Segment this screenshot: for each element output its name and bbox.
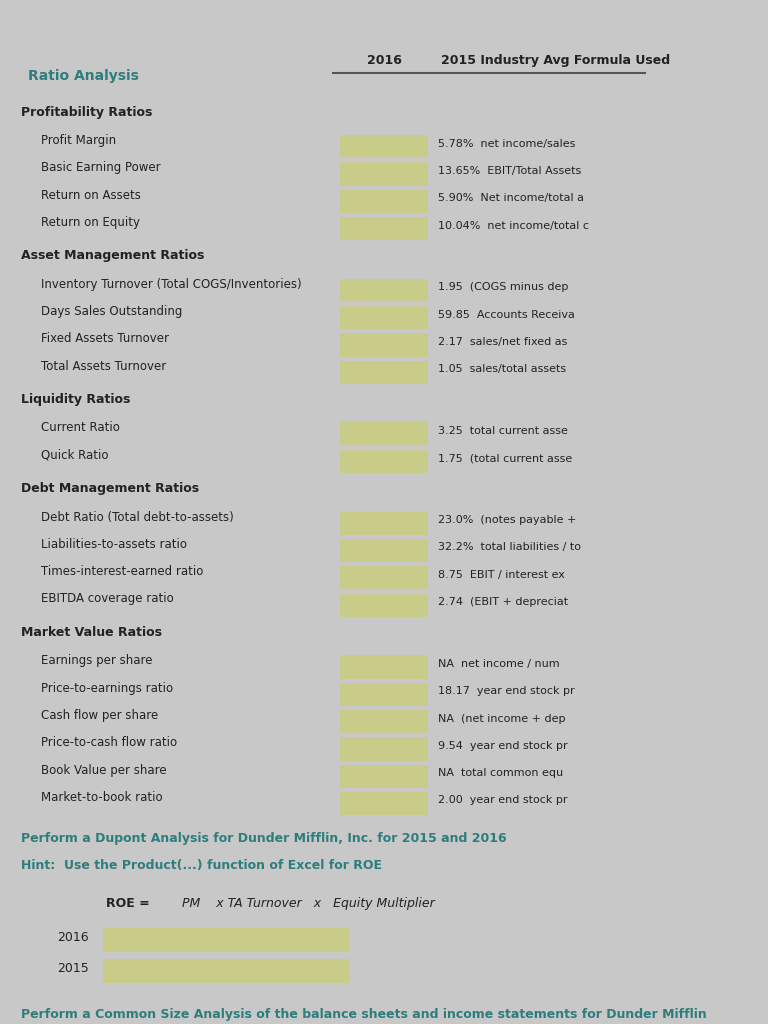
Text: 1.05  sales/total assets: 1.05 sales/total assets: [439, 365, 566, 375]
Text: 2.74  (EBIT + depreciat: 2.74 (EBIT + depreciat: [439, 597, 568, 607]
Text: 1.95  (COGS minus dep: 1.95 (COGS minus dep: [439, 283, 568, 292]
Text: Ratio Analysis: Ratio Analysis: [28, 70, 138, 83]
Text: 2.00  year end stock pr: 2.00 year end stock pr: [439, 796, 568, 806]
Text: Book Value per share: Book Value per share: [41, 764, 167, 776]
FancyBboxPatch shape: [339, 217, 429, 241]
Text: PM    x TA Turnover   x   Equity Multiplier: PM x TA Turnover x Equity Multiplier: [182, 897, 435, 910]
Text: 23.0%  (notes payable +: 23.0% (notes payable +: [439, 515, 577, 525]
Text: 59.85  Accounts Receiva: 59.85 Accounts Receiva: [439, 309, 575, 319]
Text: 2015 Industry Avg Formula Used: 2015 Industry Avg Formula Used: [442, 54, 670, 68]
Text: 9.54  year end stock pr: 9.54 year end stock pr: [439, 740, 568, 751]
Text: 8.75  EBIT / interest ex: 8.75 EBIT / interest ex: [439, 569, 565, 580]
Text: 10.04%  net income/total c: 10.04% net income/total c: [439, 220, 589, 230]
FancyBboxPatch shape: [339, 539, 429, 562]
FancyBboxPatch shape: [339, 279, 429, 302]
FancyBboxPatch shape: [339, 792, 429, 815]
Text: NA  net income / num: NA net income / num: [439, 658, 560, 669]
Text: Fixed Assets Turnover: Fixed Assets Turnover: [41, 333, 169, 345]
Text: Times-interest-earned ratio: Times-interest-earned ratio: [41, 565, 204, 579]
FancyBboxPatch shape: [339, 450, 429, 473]
Text: Return on Assets: Return on Assets: [41, 188, 141, 202]
Text: Debt Management Ratios: Debt Management Ratios: [21, 482, 199, 496]
FancyBboxPatch shape: [339, 135, 429, 159]
FancyBboxPatch shape: [339, 189, 429, 213]
FancyBboxPatch shape: [339, 765, 429, 787]
FancyBboxPatch shape: [339, 655, 429, 679]
Text: Debt Ratio (Total debt-to-assets): Debt Ratio (Total debt-to-assets): [41, 511, 233, 523]
Text: NA  (net income + dep: NA (net income + dep: [439, 714, 566, 724]
FancyBboxPatch shape: [339, 737, 429, 761]
Text: Quick Ratio: Quick Ratio: [41, 449, 108, 462]
Text: Days Sales Outstanding: Days Sales Outstanding: [41, 305, 182, 318]
Text: Asset Management Ratios: Asset Management Ratios: [21, 250, 204, 262]
Text: ROE =: ROE =: [107, 897, 151, 910]
Text: Hint:  Use the Product(...) function of Excel for ROE: Hint: Use the Product(...) function of E…: [21, 859, 382, 871]
Text: Market Value Ratios: Market Value Ratios: [21, 626, 162, 639]
Text: Liquidity Ratios: Liquidity Ratios: [21, 393, 131, 407]
Text: Return on Equity: Return on Equity: [41, 216, 140, 229]
Text: 32.2%  total liabilities / to: 32.2% total liabilities / to: [439, 543, 581, 553]
Text: 5.78%  net income/sales: 5.78% net income/sales: [439, 138, 575, 148]
Text: 2.17  sales/net fixed as: 2.17 sales/net fixed as: [439, 337, 568, 347]
FancyBboxPatch shape: [339, 423, 429, 445]
FancyBboxPatch shape: [339, 512, 429, 535]
FancyBboxPatch shape: [339, 683, 429, 706]
Text: Liabilities-to-assets ratio: Liabilities-to-assets ratio: [41, 538, 187, 551]
Text: 2016: 2016: [58, 931, 89, 944]
Text: Profit Margin: Profit Margin: [41, 134, 116, 147]
Text: 13.65%  EBIT/Total Assets: 13.65% EBIT/Total Assets: [439, 166, 581, 176]
Text: EBITDA coverage ratio: EBITDA coverage ratio: [41, 593, 174, 605]
Text: Cash flow per share: Cash flow per share: [41, 709, 158, 722]
Text: Perform a Common Size Analysis of the balance sheets and income statements for D: Perform a Common Size Analysis of the ba…: [21, 1009, 707, 1022]
Text: 1.75  (total current asse: 1.75 (total current asse: [439, 454, 572, 464]
FancyBboxPatch shape: [339, 566, 429, 590]
Text: Earnings per share: Earnings per share: [41, 654, 152, 668]
Text: 18.17  year end stock pr: 18.17 year end stock pr: [439, 686, 574, 696]
Text: Inventory Turnover (Total COGS/Inventories): Inventory Turnover (Total COGS/Inventori…: [41, 278, 301, 291]
Text: 2015: 2015: [58, 962, 89, 975]
FancyBboxPatch shape: [339, 710, 429, 733]
FancyBboxPatch shape: [339, 334, 429, 356]
FancyBboxPatch shape: [339, 306, 429, 330]
Text: Profitability Ratios: Profitability Ratios: [21, 105, 153, 119]
Text: Current Ratio: Current Ratio: [41, 422, 120, 434]
Text: Total Assets Turnover: Total Assets Turnover: [41, 359, 166, 373]
Text: Price-to-earnings ratio: Price-to-earnings ratio: [41, 682, 173, 694]
Text: Perform a Dupont Analysis for Dunder Mifflin, Inc. for 2015 and 2016: Perform a Dupont Analysis for Dunder Mif…: [21, 833, 507, 846]
Text: 5.90%  Net income/total a: 5.90% Net income/total a: [439, 194, 584, 203]
Text: Price-to-cash flow ratio: Price-to-cash flow ratio: [41, 736, 177, 750]
Text: 2016: 2016: [366, 54, 402, 68]
FancyBboxPatch shape: [103, 958, 349, 983]
Text: NA  total common equ: NA total common equ: [439, 768, 563, 778]
Text: Market-to-book ratio: Market-to-book ratio: [41, 791, 162, 804]
FancyBboxPatch shape: [339, 163, 429, 185]
FancyBboxPatch shape: [103, 928, 349, 952]
FancyBboxPatch shape: [339, 360, 429, 384]
FancyBboxPatch shape: [339, 594, 429, 616]
Text: Basic Earning Power: Basic Earning Power: [41, 162, 161, 174]
Text: 3.25  total current asse: 3.25 total current asse: [439, 426, 568, 436]
